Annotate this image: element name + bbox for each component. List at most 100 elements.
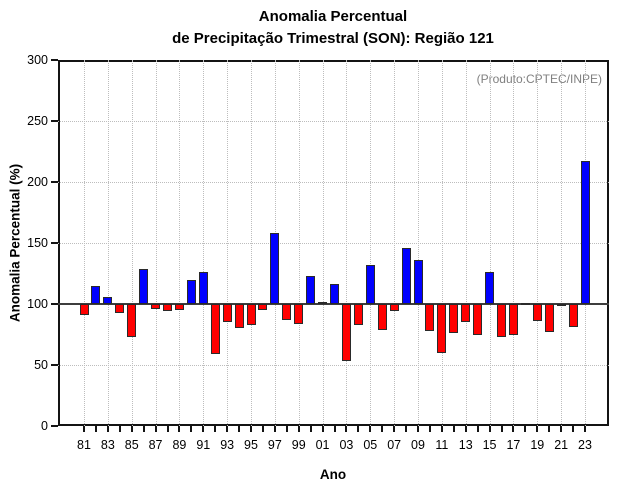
v-gridline [441,60,443,426]
y-tick-label: 150 [27,236,48,250]
x-axis-tick [345,426,348,432]
x-tick-label: 05 [363,438,378,452]
bar-83 [103,296,113,304]
bar-15 [485,272,495,304]
bar-04 [353,304,363,325]
x-axis-tick [417,426,419,432]
bar-99 [294,304,304,324]
x-axis-tick [94,426,97,432]
y-axis-tick [51,303,58,305]
x-tick-label: 13 [458,438,473,452]
bar-11 [437,304,447,353]
x-axis-tick [512,426,515,432]
y-axis-tick [51,59,58,61]
x-tick-label: 81 [77,438,91,452]
bar-86 [139,268,149,304]
v-gridline [537,60,539,426]
bar-01 [318,301,328,304]
bar-17 [508,304,518,335]
bar-05 [365,264,375,304]
x-tick-label: 09 [411,438,425,452]
bar-88 [163,304,172,312]
bar-94 [234,304,244,329]
y-axis-tick [51,120,58,122]
v-gridline [179,60,181,426]
bar-90 [186,279,196,304]
bar-84 [115,304,125,313]
x-tick-label: 17 [506,438,521,452]
bar-87 [151,304,161,309]
v-gridline [251,60,252,426]
x-axis-tick [297,426,300,432]
x-axis-tick [536,426,539,432]
x-axis-tick [154,426,157,432]
x-tick-label: 97 [267,438,282,452]
y-axis-tick [51,181,58,183]
x-tick-label: 03 [339,438,354,452]
v-gridline [84,60,85,426]
y-tick-label: 0 [41,419,48,433]
x-tick-label: 15 [482,438,497,452]
bar-02 [330,284,339,304]
y-tick-label: 100 [27,297,48,311]
bar-18 [520,302,530,305]
v-gridline [489,60,491,426]
x-axis-tick [548,426,551,432]
chart-title-line2: de Precipitação Trimestral (SON): Região… [172,30,494,47]
x-axis-tick [118,426,121,432]
x-tick-label: 99 [291,438,306,452]
x-axis-tick [524,426,527,432]
x-axis-tick [190,426,193,432]
x-tick-label: 87 [148,438,163,452]
x-axis-tick [369,426,372,432]
v-gridline [322,60,324,426]
h-gridline [58,182,609,183]
y-axis-tick [51,242,58,244]
x-axis-tick [333,426,336,432]
x-tick-label: 23 [578,438,592,452]
chart-title-line1: Anomalia Percentual [258,8,408,25]
x-axis-tick [393,426,396,432]
x-tick-label: 21 [554,438,569,452]
bar-20 [544,304,554,333]
x-axis-tick [130,426,133,432]
x-axis-tick [250,426,252,432]
x-axis-tick [202,426,205,432]
bar-93 [222,304,232,323]
x-axis-tick [214,426,217,432]
bar-97 [270,233,280,304]
x-axis-tick [309,426,312,432]
v-gridline [131,60,133,426]
x-tick-label: 95 [244,438,258,452]
y-tick-label: 50 [34,358,48,372]
v-gridline [155,60,157,426]
x-tick-label: 91 [196,438,211,452]
bar-92 [210,304,220,355]
bar-12 [449,304,459,334]
bar-19 [532,304,542,322]
product-annotation: (Produto:CPTEC/INPE) [476,72,602,86]
baseline-100 [58,303,609,305]
y-tick-label: 250 [27,114,48,128]
bar-14 [473,304,483,335]
y-tick-label: 300 [27,53,48,67]
v-gridline [346,60,348,426]
x-axis-tick [285,426,288,432]
x-tick-label: 19 [530,438,545,452]
x-axis-tick [238,426,241,432]
x-axis-tick [178,426,181,432]
x-axis-tick [273,426,276,432]
bar-00 [306,275,316,304]
bar-81 [79,304,89,315]
x-tick-label: 07 [387,438,402,452]
x-axis-tick [452,426,455,432]
y-axis-tick [51,364,58,366]
x-axis-tick [261,426,264,432]
bar-07 [389,304,399,312]
h-gridline [58,121,609,122]
x-axis-tick [226,426,229,432]
bar-21 [556,304,566,307]
bar-16 [497,304,506,337]
x-axis-tick [584,426,586,432]
x-axis-tick [572,426,575,432]
